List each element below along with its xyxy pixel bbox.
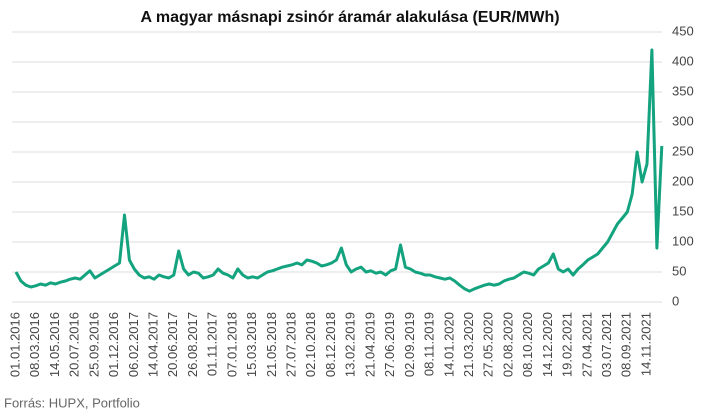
x-tick-label: 07.01.2018 bbox=[224, 312, 239, 377]
x-tick-label: 01.11.2017 bbox=[205, 312, 220, 376]
price-line bbox=[14, 48, 664, 293]
x-tick-label: 14.04.2017 bbox=[145, 312, 160, 377]
y-tick-label: 100 bbox=[672, 233, 694, 248]
x-tick-label: 02.08.2020 bbox=[500, 312, 515, 377]
x-tick-label: 03.07.2021 bbox=[599, 312, 614, 377]
x-tick-label: 08.11.2019 bbox=[422, 312, 437, 376]
x-tick-label: 26.08.2017 bbox=[185, 312, 200, 377]
x-tick-label: 13.02.2019 bbox=[343, 312, 358, 377]
x-tick-label: 20.06.2017 bbox=[165, 312, 180, 377]
x-tick-label: 27.06.2019 bbox=[382, 312, 397, 377]
chart-title: A magyar másnapi zsinór áramár alakulása… bbox=[140, 9, 559, 26]
x-tick-label: 27.05.2020 bbox=[481, 312, 496, 377]
x-tick-label: 01.12.2016 bbox=[106, 312, 121, 377]
x-tick-label: 21.03.2020 bbox=[461, 312, 476, 377]
y-tick-label: 150 bbox=[672, 203, 694, 218]
source-note: Forrás: HUPX, Portfolio bbox=[4, 395, 140, 410]
x-tick-label: 15.03.2018 bbox=[244, 312, 259, 377]
x-tick-label: 21.05.2018 bbox=[264, 312, 279, 377]
x-tick-label: 20.07.2016 bbox=[67, 312, 82, 377]
y-tick-label: 0 bbox=[672, 293, 679, 308]
y-tick-label: 450 bbox=[672, 23, 694, 38]
y-tick-label: 300 bbox=[672, 113, 694, 128]
x-tick-label: 02.10.2018 bbox=[303, 312, 318, 377]
x-tick-label: 08.09.2021 bbox=[619, 312, 634, 377]
y-tick-label: 200 bbox=[672, 173, 694, 188]
x-tick-label: 01.01.2016 bbox=[7, 312, 22, 377]
x-tick-label: 14.01.2020 bbox=[441, 312, 456, 377]
x-tick-label: 14.12.2020 bbox=[540, 312, 555, 377]
x-tick-label: 14.11.2021 bbox=[638, 312, 653, 376]
y-tick-label: 50 bbox=[672, 263, 686, 278]
x-tick-label: 27.04.2021 bbox=[579, 312, 594, 377]
x-tick-label: 08.03.2016 bbox=[27, 312, 42, 377]
x-tick-label: 25.09.2016 bbox=[86, 312, 101, 377]
x-tick-label: 02.09.2019 bbox=[402, 312, 417, 377]
y-tick-label: 250 bbox=[672, 143, 694, 158]
y-tick-label: 350 bbox=[672, 83, 694, 98]
x-tick-label: 19.02.2021 bbox=[560, 312, 575, 377]
x-tick-label: 14.05.2016 bbox=[47, 312, 62, 377]
x-tick-label: 08.10.2020 bbox=[520, 312, 535, 377]
x-tick-label: 06.02.2017 bbox=[126, 312, 141, 377]
x-tick-label: 27.07.2018 bbox=[284, 312, 299, 377]
y-tick-label: 400 bbox=[672, 53, 694, 68]
x-tick-label: 21.04.2019 bbox=[362, 312, 377, 377]
x-tick-label: 08.12.2018 bbox=[323, 312, 338, 377]
